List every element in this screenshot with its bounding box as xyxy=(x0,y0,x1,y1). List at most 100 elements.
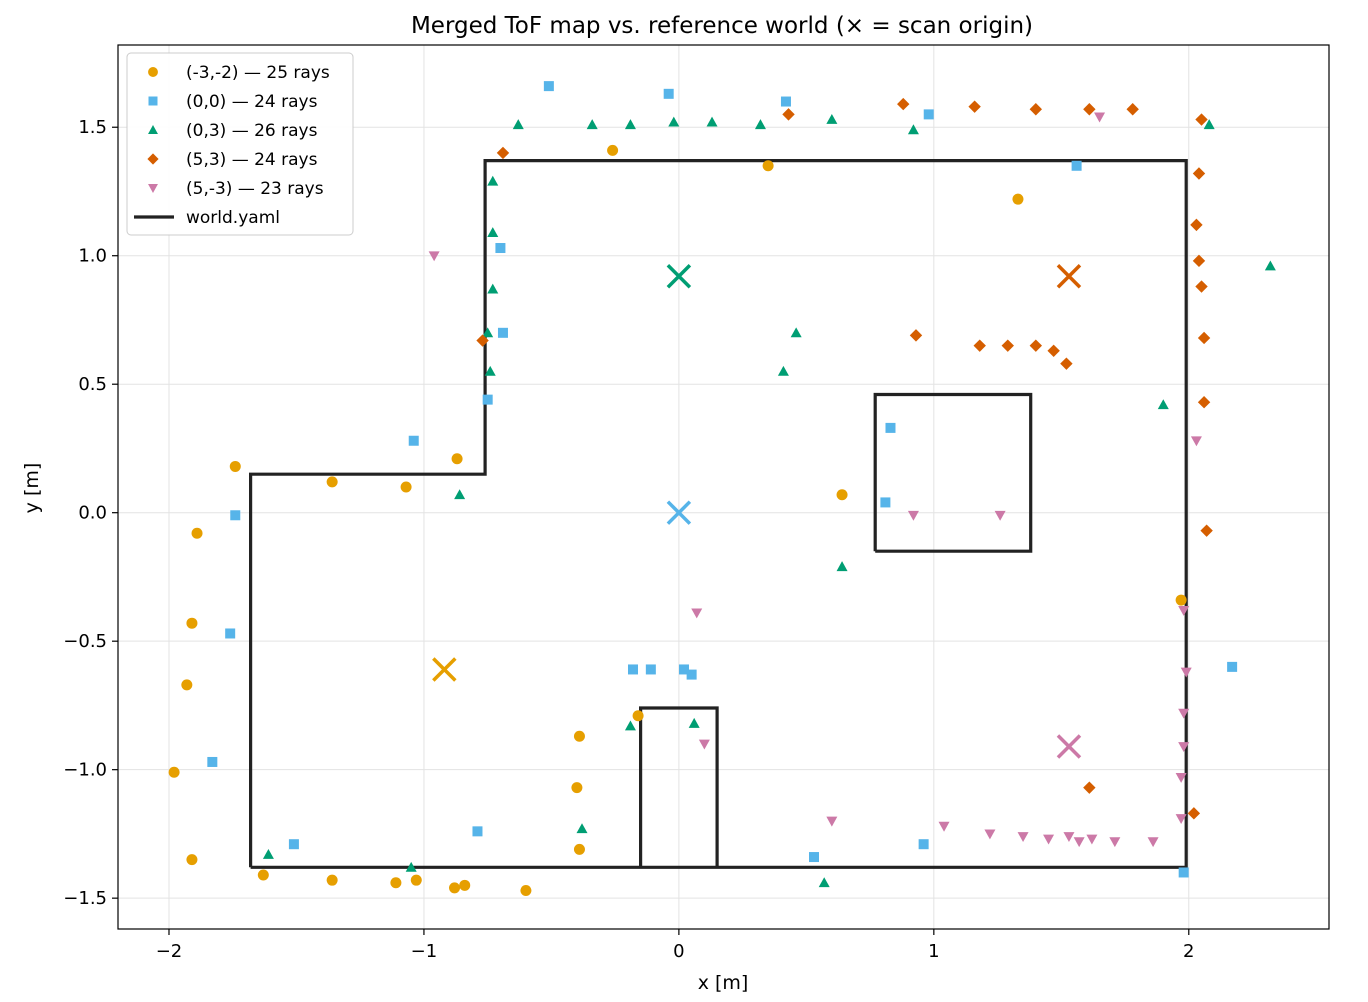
data-point xyxy=(1200,524,1213,537)
data-point xyxy=(790,327,802,338)
data-point xyxy=(487,283,499,294)
grid-lines xyxy=(118,45,1329,929)
data-point xyxy=(454,489,466,500)
data-point xyxy=(624,720,636,731)
data-point xyxy=(326,874,338,886)
data-point xyxy=(780,96,791,107)
data-point xyxy=(1192,254,1206,268)
data-point xyxy=(1197,395,1211,409)
data-point xyxy=(1012,193,1024,205)
data-point xyxy=(907,510,919,521)
data-point xyxy=(1147,837,1159,848)
data-point xyxy=(512,119,524,130)
data-point xyxy=(573,843,585,855)
data-point xyxy=(230,510,241,521)
data-point xyxy=(1178,605,1190,616)
data-point xyxy=(1071,160,1082,171)
data-point xyxy=(482,327,494,338)
data-point xyxy=(1227,661,1238,672)
data-point xyxy=(1175,772,1187,783)
data-point xyxy=(1029,103,1043,116)
data-point xyxy=(482,394,493,405)
data-point xyxy=(782,108,795,121)
data-point xyxy=(1047,344,1060,358)
data-point xyxy=(1175,814,1187,824)
data-point xyxy=(428,251,440,262)
y-tick-label: 0.0 xyxy=(78,503,107,524)
data-point xyxy=(1073,837,1085,848)
data-point xyxy=(405,861,417,872)
data-point xyxy=(918,839,929,850)
data-point xyxy=(181,679,193,691)
data-point xyxy=(495,243,506,254)
data-point xyxy=(754,119,766,130)
y-tick-label: 0.5 xyxy=(78,374,107,395)
data-point xyxy=(1190,436,1202,447)
data-point xyxy=(586,119,598,130)
data-point xyxy=(836,561,848,572)
data-point xyxy=(1063,832,1075,842)
data-point xyxy=(288,839,299,850)
x-tick-label: 1 xyxy=(928,941,939,962)
data-point xyxy=(909,329,923,342)
data-point xyxy=(191,527,203,539)
legend-box xyxy=(126,52,354,236)
x-tick-label: 0 xyxy=(673,941,684,962)
y-tick-label: 1.0 xyxy=(78,246,107,267)
data-point xyxy=(1086,834,1098,845)
x-tick-label: 2 xyxy=(1183,941,1194,962)
data-point xyxy=(627,664,638,675)
data-point xyxy=(1060,357,1073,370)
plot-frame xyxy=(117,44,1330,930)
data-point xyxy=(1001,339,1014,352)
data-point xyxy=(168,766,180,778)
data-point xyxy=(472,826,483,837)
scan-origin-marker xyxy=(432,657,457,682)
data-point xyxy=(476,334,489,347)
data-point xyxy=(576,823,588,834)
legend-entry-label: (-3,-2) — 25 rays xyxy=(186,63,330,83)
data-point xyxy=(1203,119,1215,130)
data-point xyxy=(1109,837,1121,848)
legend: (-3,-2) — 25 rays (0,0) — 24 rays (0,3) — … xyxy=(126,52,354,236)
data-point xyxy=(1175,594,1187,606)
data-point xyxy=(459,879,471,891)
world-obstacle-1 xyxy=(638,706,719,868)
legend-marker xyxy=(148,67,158,77)
data-point xyxy=(836,489,848,501)
data-point xyxy=(487,227,499,237)
data-point xyxy=(1178,708,1190,719)
data-point xyxy=(451,453,463,465)
data-point xyxy=(818,877,830,888)
data-point xyxy=(607,144,619,156)
scan-origins xyxy=(432,264,1082,759)
data-point xyxy=(678,664,689,675)
data-point xyxy=(777,365,789,376)
data-point xyxy=(686,669,697,680)
legend-entry-label: (5,-3) — 23 rays xyxy=(186,179,324,199)
data-point xyxy=(1157,399,1169,410)
legend-entry-label: (0,3) — 26 rays xyxy=(186,121,318,141)
x-tick-label: −1 xyxy=(411,941,438,962)
scan-points xyxy=(168,81,1276,896)
data-point xyxy=(408,435,419,446)
data-point xyxy=(809,852,820,863)
y-tick-label: −1.0 xyxy=(63,760,107,781)
data-point xyxy=(487,175,499,186)
data-point xyxy=(826,816,838,827)
data-point xyxy=(663,88,674,99)
data-point xyxy=(1043,834,1055,845)
data-point xyxy=(984,829,996,840)
legend-marker xyxy=(148,184,158,193)
axis-ticks: −2 −1 0 1 2 −1.5 −1.0 −0.5 0.0 0.5 1.0 1.5 xyxy=(63,117,1194,962)
legend-entry-label: (0,0) — 24 rays xyxy=(186,92,318,112)
data-point xyxy=(1195,280,1208,293)
data-point xyxy=(938,821,950,832)
data-point xyxy=(897,97,910,111)
data-point xyxy=(691,608,703,619)
legend-entry-label: (5,3) — 24 rays xyxy=(186,150,318,170)
legend-marker xyxy=(148,125,158,134)
data-point xyxy=(688,717,700,728)
world-outline xyxy=(249,159,1188,869)
data-point xyxy=(543,81,554,92)
